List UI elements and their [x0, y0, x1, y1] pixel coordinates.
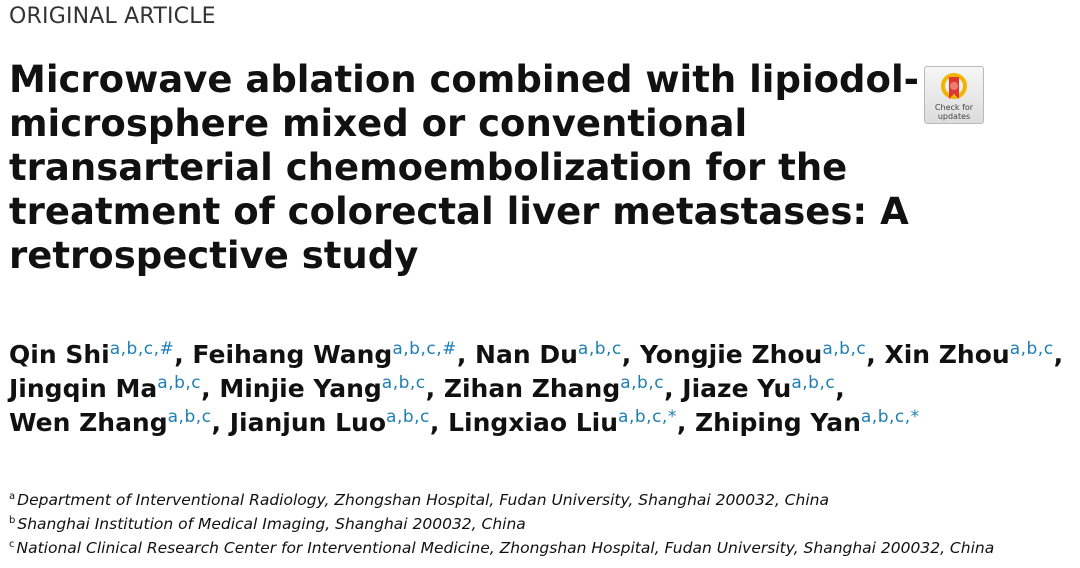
author-separator: ,	[664, 374, 683, 403]
author-separator: ,	[866, 340, 885, 369]
badge-text-line1: Check for	[934, 103, 974, 112]
author-affiliation-marks[interactable]: a,b,c	[381, 373, 426, 393]
affiliation-mark: a	[9, 491, 16, 502]
author-list: Qin Shia,b,c,#, Feihang Wanga,b,c,#, Nan…	[9, 338, 1063, 440]
author-line: Jingqin Maa,b,c, Minjie Yanga,b,c, Zihan…	[9, 372, 1063, 406]
section-label: ORIGINAL ARTICLE	[9, 4, 216, 29]
author-affiliation-marks[interactable]: a,b,c,#	[109, 339, 175, 359]
affiliation-item: b Shanghai Institution of Medical Imaging…	[9, 512, 994, 536]
author-name[interactable]: Jiaze Yu	[682, 374, 792, 403]
affiliation-mark: c	[9, 539, 15, 550]
author-separator: ,	[835, 374, 845, 403]
title-line: treatment of colorectal liver metastases…	[9, 190, 909, 233]
affiliation-text: National Clinical Research Center for In…	[16, 539, 995, 557]
author-name[interactable]: Xin Zhou	[884, 340, 1010, 369]
author-affiliation-marks[interactable]: a,b,c	[1009, 339, 1054, 359]
author-name[interactable]: Yongjie Zhou	[639, 340, 823, 369]
author-separator: ,	[1053, 340, 1064, 369]
affiliation-text: Shanghai Institution of Medical Imaging,…	[17, 515, 526, 533]
author-separator: ,	[425, 374, 444, 403]
author-name[interactable]: Minjie Yang	[219, 374, 382, 403]
affiliation-item: a Department of Interventional Radiology,…	[9, 488, 994, 512]
title-line: Microwave ablation combined with lipiodo…	[9, 58, 920, 101]
author-name[interactable]: Feihang Wang	[192, 340, 393, 369]
check-for-updates-badge[interactable]: Check for updates	[924, 66, 984, 124]
author-affiliation-marks[interactable]: a,b,c,*	[860, 407, 920, 427]
author-affiliation-marks[interactable]: a,b,c	[620, 373, 665, 393]
affiliation-item: c National Clinical Research Center for I…	[9, 536, 994, 560]
title-line: transarterial chemoembolization for the	[9, 146, 848, 189]
author-separator: ,	[456, 340, 476, 369]
author-affiliation-marks[interactable]: a,b,c	[577, 339, 622, 359]
author-separator: ,	[429, 408, 449, 437]
author-name[interactable]: Jianjun Luo	[229, 408, 387, 437]
title-line: microsphere mixed or conventional	[9, 102, 748, 145]
author-name[interactable]: Nan Du	[475, 340, 578, 369]
crossmark-icon	[941, 73, 967, 99]
affiliation-list: a Department of Interventional Radiology,…	[9, 488, 994, 560]
author-line: Wen Zhanga,b,c, Jianjun Luoa,b,c, Lingxi…	[9, 406, 1063, 440]
author-affiliation-marks[interactable]: a,b,c	[791, 373, 836, 393]
author-line: Qin Shia,b,c,#, Feihang Wanga,b,c,#, Nan…	[9, 338, 1063, 372]
author-affiliation-marks[interactable]: a,b,c	[157, 373, 202, 393]
author-affiliation-marks[interactable]: a,b,c,#	[392, 339, 457, 359]
author-affiliation-marks[interactable]: a,b,c,*	[618, 407, 677, 427]
author-separator: ,	[201, 374, 220, 403]
affiliation-mark: b	[9, 515, 16, 526]
author-name[interactable]: Lingxiao Liu	[448, 408, 619, 437]
author-name[interactable]: Jingqin Ma	[9, 374, 158, 403]
author-name[interactable]: Wen Zhang	[9, 408, 168, 437]
author-separator: ,	[676, 408, 696, 437]
author-name[interactable]: Zihan Zhang	[443, 374, 621, 403]
author-name[interactable]: Zhiping Yan	[695, 408, 861, 437]
author-affiliation-marks[interactable]: a,b,c	[167, 407, 212, 427]
title-line: retrospective study	[9, 234, 419, 277]
author-affiliation-marks[interactable]: a,b,c	[822, 339, 867, 359]
badge-text-line2: updates	[937, 112, 971, 121]
author-separator: ,	[174, 340, 193, 369]
author-separator: ,	[621, 340, 640, 369]
author-affiliation-marks[interactable]: a,b,c	[386, 407, 430, 427]
author-name[interactable]: Qin Shi	[9, 340, 110, 369]
author-separator: ,	[211, 408, 230, 437]
affiliation-text: Department of Interventional Radiology, …	[17, 491, 829, 509]
article-title: Microwave ablation combined with lipiodo…	[9, 58, 919, 278]
